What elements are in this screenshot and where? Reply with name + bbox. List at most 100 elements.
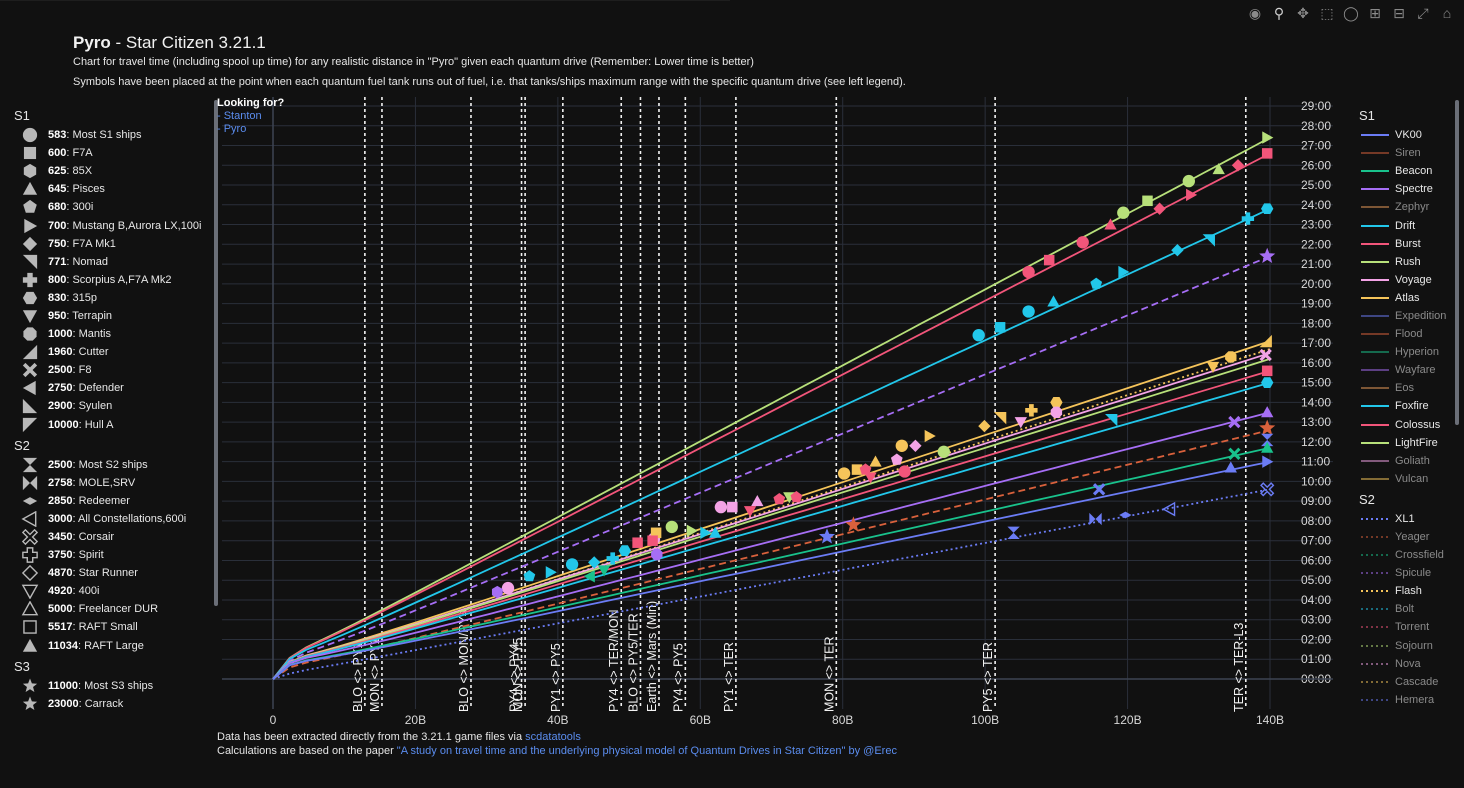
zoom-out-icon[interactable]: ⊟ <box>1393 5 1405 21</box>
symbol-legend-item[interactable]: 645: Pisces <box>14 180 214 198</box>
series-line-beacon[interactable] <box>272 446 1271 680</box>
range-marker[interactable] <box>545 566 557 579</box>
symbol-legend-item[interactable]: 800: Scorpius A,F7A Mk2 <box>14 271 214 289</box>
symbol-legend-item[interactable]: 750: F7A Mk1 <box>14 235 214 253</box>
series-line-burst[interactable] <box>272 369 1271 680</box>
range-marker[interactable] <box>1231 159 1245 172</box>
range-marker[interactable] <box>845 516 862 532</box>
line-legend-item[interactable]: Sojourn <box>1359 637 1459 655</box>
line-legend-item[interactable]: Crossfield <box>1359 546 1459 564</box>
line-legend-scrollbar[interactable] <box>1455 100 1459 425</box>
range-marker[interactable] <box>1261 406 1274 418</box>
range-marker[interactable] <box>1259 247 1276 264</box>
range-marker[interactable] <box>1025 404 1038 417</box>
line-legend-item[interactable]: Goliath <box>1359 452 1459 470</box>
line-legend-item[interactable]: Siren <box>1359 144 1459 162</box>
line-legend-item[interactable]: Yeager <box>1359 528 1459 546</box>
range-marker[interactable] <box>651 548 663 561</box>
range-marker[interactable] <box>1014 417 1027 429</box>
range-marker[interactable] <box>1212 163 1225 175</box>
lasso-icon[interactable]: ◯ <box>1343 5 1359 21</box>
symbol-legend-item[interactable]: 2500: Most S2 ships <box>14 456 214 474</box>
range-marker[interactable] <box>751 495 764 507</box>
symbol-legend-item[interactable]: 4870: Star Runner <box>14 564 214 582</box>
range-marker[interactable] <box>1022 305 1035 318</box>
line-legend-item[interactable]: Bolt <box>1359 600 1459 618</box>
line-legend-item[interactable]: XL1 <box>1359 510 1459 528</box>
range-marker[interactable] <box>565 558 579 571</box>
range-marker[interactable] <box>1090 277 1103 289</box>
range-marker[interactable] <box>1260 482 1275 497</box>
series-line-rush[interactable] <box>272 358 1271 680</box>
series-line-foxfire[interactable] <box>272 207 1271 680</box>
range-marker[interactable] <box>1241 212 1255 225</box>
range-marker[interactable] <box>523 570 536 582</box>
line-legend-item[interactable]: LightFire <box>1359 434 1459 452</box>
range-marker[interactable] <box>588 556 601 569</box>
range-marker[interactable] <box>647 535 658 546</box>
range-marker[interactable] <box>700 526 712 539</box>
range-marker[interactable] <box>1261 441 1274 453</box>
symbol-legend-item[interactable]: 2900: Syulen <box>14 397 214 415</box>
scdatatools-link[interactable]: scdatatools <box>525 731 581 743</box>
symbol-legend-item[interactable]: 2758: MOLE,SRV <box>14 474 214 492</box>
range-marker[interactable] <box>1092 483 1106 496</box>
range-marker[interactable] <box>709 526 722 538</box>
line-legend-item[interactable]: Spectre <box>1359 180 1459 198</box>
range-marker[interactable] <box>1047 295 1060 307</box>
range-marker[interactable] <box>1261 433 1274 447</box>
range-marker[interactable] <box>583 570 595 583</box>
symbol-legend-scrollbar[interactable] <box>214 100 218 606</box>
camera-icon[interactable]: ◉ <box>1248 5 1262 21</box>
line-legend-item[interactable]: Drift <box>1359 216 1459 234</box>
range-marker[interactable] <box>1261 148 1273 159</box>
line-legend-item[interactable]: Voyage <box>1359 271 1459 289</box>
range-marker[interactable] <box>818 528 836 544</box>
series-line-spectre-s1[interactable] <box>272 411 1271 680</box>
autoscale-icon[interactable]: ⤢ <box>1417 5 1429 21</box>
symbol-legend-item[interactable]: 680: 300i <box>14 198 214 216</box>
range-marker[interactable] <box>864 472 877 484</box>
symbol-legend-item[interactable]: 700: Mustang B,Aurora LX,100i <box>14 216 214 234</box>
line-legend-item[interactable]: Spicule <box>1359 564 1459 582</box>
range-marker[interactable] <box>1261 377 1274 388</box>
line-legend-item[interactable]: Cascade <box>1359 673 1459 691</box>
symbol-legend-item[interactable]: 10000: Hull A <box>14 416 214 434</box>
pan-icon[interactable]: ✥ <box>1297 5 1309 21</box>
range-marker[interactable] <box>773 493 786 505</box>
symbol-legend-item[interactable]: 950: Terrapin <box>14 307 214 325</box>
symbol-legend-item[interactable]: 5517: RAFT Small <box>14 618 214 636</box>
range-marker[interactable] <box>491 585 503 599</box>
symbol-legend-item[interactable]: 11000: Most S3 ships <box>14 677 214 695</box>
range-marker[interactable] <box>851 464 863 475</box>
range-marker[interactable] <box>1182 174 1195 188</box>
range-marker[interactable] <box>1119 511 1132 519</box>
symbol-legend-item[interactable]: 5000: Freelancer DUR <box>14 600 214 618</box>
series-line-lightfire[interactable] <box>272 136 1271 680</box>
line-legend-item[interactable]: Torrent <box>1359 618 1459 636</box>
line-legend-item[interactable]: Flash <box>1359 582 1459 600</box>
range-marker[interactable] <box>606 552 619 565</box>
line-legend-item[interactable]: Eos <box>1359 379 1459 397</box>
line-legend-item[interactable]: Hyperion <box>1359 343 1459 361</box>
series-line-spectre[interactable] <box>272 255 1271 680</box>
series-line-atlas[interactable] <box>272 340 1271 680</box>
range-marker[interactable] <box>1259 419 1276 435</box>
zoom-in-icon[interactable]: ⊞ <box>1369 5 1381 21</box>
range-marker[interactable] <box>1186 188 1198 202</box>
line-legend-item[interactable]: Atlas <box>1359 289 1459 307</box>
link-pyro[interactable]: - Pyro <box>217 123 247 135</box>
range-marker[interactable] <box>1202 234 1215 247</box>
line-legend-item[interactable]: Flood <box>1359 325 1459 343</box>
symbol-legend-item[interactable]: 2750: Defender <box>14 379 214 397</box>
symbol-legend-item[interactable]: 830: 315p <box>14 289 214 307</box>
range-marker[interactable] <box>895 439 908 452</box>
zoom-icon[interactable]: ⚲ <box>1273 5 1285 21</box>
line-legend-item[interactable]: Foxfire <box>1359 397 1459 415</box>
range-marker[interactable] <box>650 527 662 539</box>
range-marker[interactable] <box>1050 406 1063 419</box>
range-marker[interactable] <box>632 537 643 548</box>
series-line-voyage[interactable] <box>272 352 1271 680</box>
symbol-legend-item[interactable]: 600: F7A <box>14 144 214 162</box>
symbol-legend-item[interactable]: 2850: Redeemer <box>14 492 214 510</box>
